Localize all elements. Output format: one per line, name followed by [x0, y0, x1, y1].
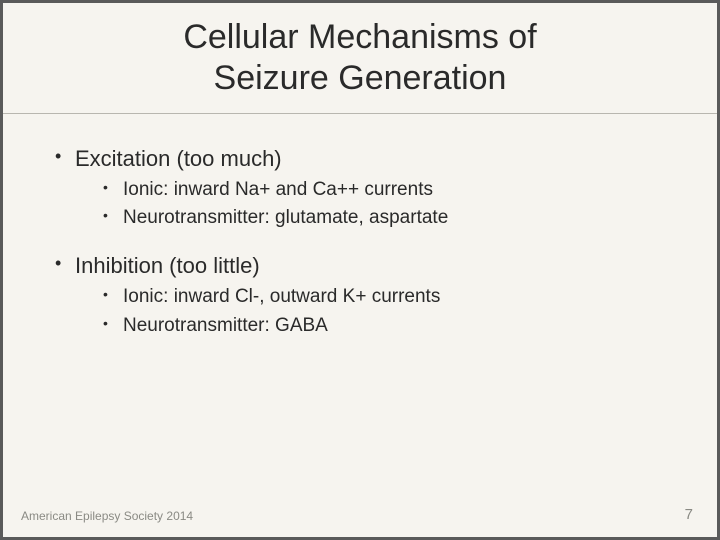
- title-line-1: Cellular Mechanisms of: [183, 18, 536, 56]
- title-region: Cellular Mechanisms of Seizure Generatio…: [3, 3, 717, 114]
- slide-title: Cellular Mechanisms of Seizure Generatio…: [3, 17, 717, 99]
- list-item: Neurotransmitter: GABA: [75, 314, 669, 339]
- page-number: 7: [685, 506, 693, 523]
- sub-item-text: Neurotransmitter: GABA: [123, 315, 328, 336]
- slide-frame: Cellular Mechanisms of Seizure Generatio…: [0, 0, 720, 540]
- list-item: Ionic: inward Cl-, outward K+ currents: [75, 285, 669, 310]
- list-item: Neurotransmitter: glutamate, aspartate: [75, 206, 669, 231]
- title-line-2: Seizure Generation: [214, 59, 507, 97]
- footer-attribution: American Epilepsy Society 2014: [21, 509, 193, 523]
- sub-item-text: Neurotransmitter: glutamate, aspartate: [123, 207, 448, 228]
- sub-item-text: Ionic: inward Na+ and Ca++ currents: [123, 179, 433, 200]
- bullet-list: Excitation (too much) Ionic: inward Na+ …: [51, 146, 669, 339]
- list-item: Ionic: inward Na+ and Ca++ currents: [75, 178, 669, 203]
- sub-item-text: Ionic: inward Cl-, outward K+ currents: [123, 286, 440, 307]
- sub-bullet-list: Ionic: inward Na+ and Ca++ currents Neur…: [75, 178, 669, 231]
- list-item: Inhibition (too little) Ionic: inward Cl…: [51, 253, 669, 338]
- sub-bullet-list: Ionic: inward Cl-, outward K+ currents N…: [75, 285, 669, 338]
- slide-body: Excitation (too much) Ionic: inward Na+ …: [3, 114, 717, 339]
- section-heading: Inhibition (too little): [75, 253, 260, 278]
- section-heading: Excitation (too much): [75, 146, 282, 171]
- list-item: Excitation (too much) Ionic: inward Na+ …: [51, 146, 669, 231]
